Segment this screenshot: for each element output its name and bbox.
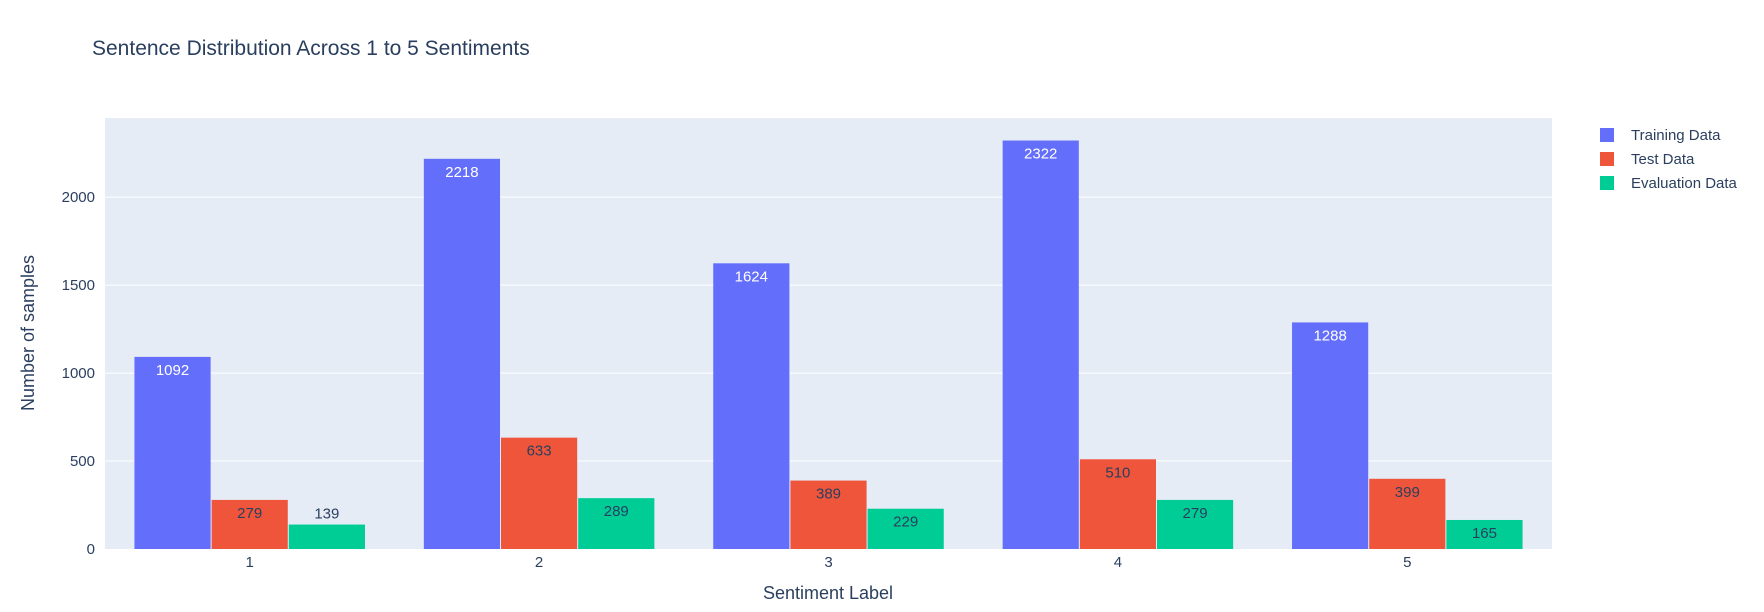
data-labels: 1092 279 139 2218 633 289 1624 389 229 2322 510 279… <box>156 146 1497 542</box>
bar-test-data-4 <box>1079 459 1156 549</box>
data-label: 2218 <box>445 164 478 181</box>
bar-evaluation-data-5 <box>1446 519 1523 549</box>
chart-title: Sentence Distribution Across 1 to 5 Sent… <box>92 37 530 60</box>
bar-test-data-1 <box>211 499 288 549</box>
bar-training-data-4 <box>1002 140 1079 549</box>
legend: Training Data Test Data Evaluation Data <box>1600 127 1738 192</box>
legend-swatch <box>1600 128 1614 142</box>
x-tick-label: 3 <box>824 554 832 571</box>
data-label: 165 <box>1472 525 1497 542</box>
y-tick-label: 1000 <box>62 365 95 382</box>
y-axis-ticks: 0 500 1000 1500 2000 <box>62 189 95 558</box>
data-label: 2322 <box>1024 146 1057 163</box>
bar-training-data-1 <box>134 356 211 549</box>
x-tick-label: 5 <box>1403 554 1411 571</box>
x-axis-title: Sentiment Label <box>763 583 893 603</box>
legend-label: Evaluation Data <box>1631 175 1738 192</box>
data-label: 1288 <box>1313 327 1346 344</box>
bar-test-data-5 <box>1369 478 1446 549</box>
data-label: 389 <box>816 486 841 503</box>
legend-label: Test Data <box>1631 151 1695 168</box>
legend-swatch <box>1600 152 1614 166</box>
legend-label: Training Data <box>1631 127 1721 144</box>
y-axis-title: Number of samples <box>18 255 38 411</box>
data-label: 399 <box>1395 484 1420 501</box>
legend-swatch <box>1600 176 1614 190</box>
x-tick-label: 4 <box>1114 554 1122 571</box>
y-tick-label: 1500 <box>62 277 95 294</box>
data-label: 279 <box>1183 505 1208 522</box>
bar-evaluation-data-3 <box>867 508 944 549</box>
y-tick-label: 0 <box>87 541 95 558</box>
bar-evaluation-data-1 <box>288 524 365 549</box>
data-label: 229 <box>893 514 918 531</box>
data-label: 139 <box>314 506 339 523</box>
bar-test-data-3 <box>790 480 867 549</box>
data-label: 279 <box>237 505 262 522</box>
bar-evaluation-data-2 <box>578 498 655 549</box>
y-tick-label: 500 <box>70 453 95 470</box>
data-label: 633 <box>527 443 552 460</box>
data-label: 1092 <box>156 362 189 379</box>
data-label: 289 <box>604 503 629 520</box>
bar-training-data-2 <box>423 158 501 550</box>
bar-test-data-2 <box>501 437 578 549</box>
bar-training-data-5 <box>1292 322 1369 549</box>
x-axis-ticks: 1 2 3 4 5 <box>246 554 1412 571</box>
data-label: 510 <box>1105 464 1130 481</box>
bar-training-data-3 <box>713 263 790 549</box>
x-tick-label: 2 <box>535 554 543 571</box>
bar-evaluation-data-4 <box>1156 499 1234 549</box>
x-tick-label: 1 <box>246 554 254 571</box>
y-tick-label: 2000 <box>62 189 95 206</box>
data-label: 1624 <box>735 268 768 285</box>
bars <box>134 140 1523 550</box>
